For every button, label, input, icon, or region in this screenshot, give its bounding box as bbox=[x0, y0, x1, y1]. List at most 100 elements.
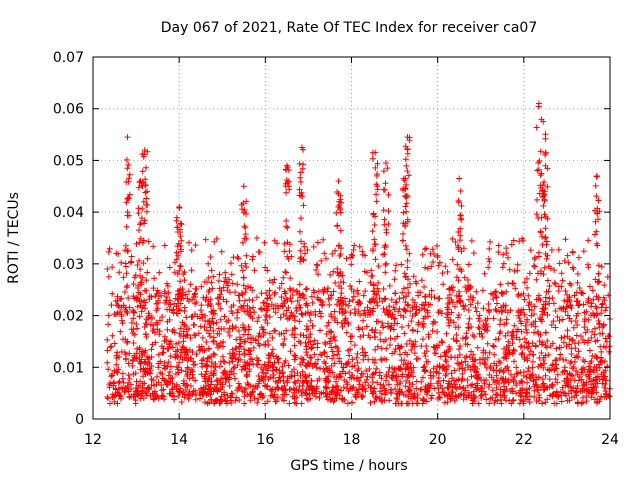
data-point bbox=[370, 282, 377, 289]
data-point bbox=[601, 358, 608, 365]
data-point bbox=[381, 251, 388, 258]
data-point bbox=[435, 309, 442, 316]
data-point bbox=[415, 355, 422, 362]
data-point bbox=[359, 325, 366, 332]
data-point bbox=[153, 307, 160, 314]
data-point bbox=[131, 309, 138, 316]
data-point bbox=[448, 388, 455, 395]
data-point bbox=[561, 334, 568, 341]
data-point bbox=[360, 332, 367, 339]
data-point bbox=[562, 288, 569, 295]
data-point bbox=[279, 386, 286, 393]
data-point bbox=[150, 243, 157, 250]
data-point bbox=[133, 350, 140, 357]
data-point bbox=[124, 339, 131, 346]
data-point bbox=[476, 330, 483, 337]
data-point bbox=[423, 348, 430, 355]
data-point bbox=[202, 362, 209, 369]
data-point bbox=[112, 385, 119, 392]
data-point bbox=[242, 231, 249, 238]
data-point bbox=[544, 183, 551, 190]
data-point bbox=[302, 286, 309, 293]
x-tick-label: 20 bbox=[429, 432, 447, 448]
data-point bbox=[372, 149, 379, 156]
data-point bbox=[283, 223, 290, 230]
data-point bbox=[442, 372, 449, 379]
data-point bbox=[198, 283, 205, 290]
data-point bbox=[296, 302, 303, 309]
data-point bbox=[452, 324, 459, 331]
data-point bbox=[334, 223, 341, 230]
data-point bbox=[179, 390, 186, 397]
data-point bbox=[250, 344, 257, 351]
data-point bbox=[121, 289, 128, 296]
data-point bbox=[351, 310, 358, 317]
data-point bbox=[346, 298, 353, 305]
data-point bbox=[337, 227, 344, 234]
data-point bbox=[552, 361, 559, 368]
data-point bbox=[279, 370, 286, 377]
data-point bbox=[149, 328, 156, 335]
data-point bbox=[401, 306, 408, 313]
data-point bbox=[505, 379, 512, 386]
data-point bbox=[402, 273, 409, 280]
data-point bbox=[334, 382, 341, 389]
data-point bbox=[316, 394, 323, 401]
data-point bbox=[176, 203, 183, 210]
data-point bbox=[140, 373, 147, 380]
data-point bbox=[341, 318, 348, 325]
data-point bbox=[318, 390, 325, 397]
data-point bbox=[202, 317, 209, 324]
data-point bbox=[234, 314, 241, 321]
data-point bbox=[255, 340, 262, 347]
data-point bbox=[526, 399, 533, 406]
data-point bbox=[591, 363, 598, 370]
data-point bbox=[317, 327, 324, 334]
data-point bbox=[204, 278, 211, 285]
data-point bbox=[295, 377, 302, 384]
data-point bbox=[394, 396, 401, 403]
data-point bbox=[375, 318, 382, 325]
data-point bbox=[386, 397, 393, 404]
data-point bbox=[424, 307, 431, 314]
data-point bbox=[397, 365, 404, 372]
data-point bbox=[355, 308, 362, 315]
data-point bbox=[361, 268, 368, 275]
data-point bbox=[344, 381, 351, 388]
data-point bbox=[564, 252, 571, 259]
data-point bbox=[394, 320, 401, 327]
data-point bbox=[382, 269, 389, 276]
data-point bbox=[198, 302, 205, 309]
data-point bbox=[213, 319, 220, 326]
data-point bbox=[173, 340, 180, 347]
data-point bbox=[330, 268, 337, 275]
data-point bbox=[391, 315, 398, 322]
data-point bbox=[158, 381, 165, 388]
data-point bbox=[541, 309, 548, 316]
data-point bbox=[464, 362, 471, 369]
data-point bbox=[595, 278, 602, 285]
data-point bbox=[404, 284, 411, 291]
data-point bbox=[123, 156, 130, 163]
data-point bbox=[499, 308, 506, 315]
data-point bbox=[573, 332, 580, 339]
data-point bbox=[451, 354, 458, 361]
data-point bbox=[548, 382, 555, 389]
data-point bbox=[356, 381, 363, 388]
data-point bbox=[552, 376, 559, 383]
data-point bbox=[402, 220, 409, 227]
data-point bbox=[354, 350, 361, 357]
data-point bbox=[150, 377, 157, 384]
data-point bbox=[105, 321, 112, 328]
data-point bbox=[426, 384, 433, 391]
data-point bbox=[536, 392, 543, 399]
data-point bbox=[287, 348, 294, 355]
data-point bbox=[588, 384, 595, 391]
data-point bbox=[208, 267, 215, 274]
data-point bbox=[481, 380, 488, 387]
data-point bbox=[174, 353, 181, 360]
data-point bbox=[448, 396, 455, 403]
data-point bbox=[327, 271, 334, 278]
data-point bbox=[159, 370, 166, 377]
data-point bbox=[287, 295, 294, 302]
